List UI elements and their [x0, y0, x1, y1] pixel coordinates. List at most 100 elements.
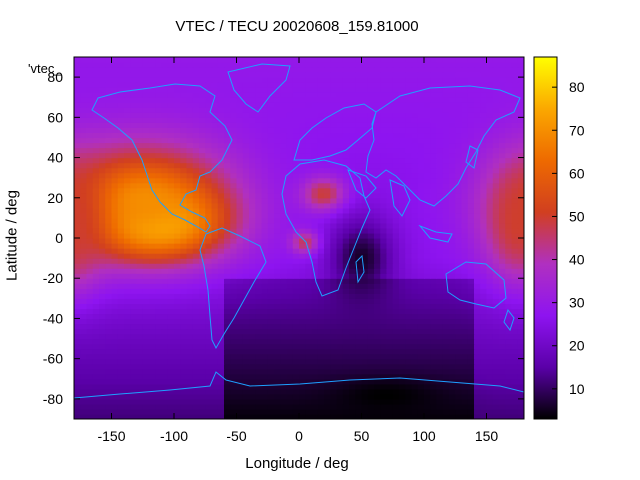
- heatmap-cell: [130, 303, 138, 309]
- heatmap-cell: [449, 288, 456, 294]
- heatmap-cell: [424, 283, 431, 289]
- heatmap-cell: [242, 348, 250, 355]
- heatmap-cell: [230, 197, 238, 204]
- heatmap-cell: [174, 273, 181, 279]
- heatmap-cell: [255, 182, 263, 189]
- heatmap-cell: [167, 97, 175, 103]
- heatmap-cell: [130, 378, 138, 385]
- heatmap-cell: [280, 253, 288, 259]
- heatmap-cell: [411, 157, 419, 164]
- heatmap-cell: [361, 192, 369, 199]
- heatmap-cell: [249, 82, 256, 88]
- heatmap-cell: [136, 288, 144, 294]
- heatmap-cell: [492, 222, 500, 229]
- heatmap-cell: [242, 72, 250, 78]
- heatmap-cell: [74, 72, 81, 78]
- heatmap-cell: [274, 122, 281, 128]
- heatmap-cell: [155, 232, 163, 239]
- heatmap-cell: [399, 97, 406, 103]
- heatmap-cell: [130, 343, 138, 350]
- heatmap-cell: [149, 323, 156, 330]
- heatmap-cell: [511, 227, 519, 234]
- heatmap-cell: [74, 253, 81, 259]
- heatmap-cell: [211, 313, 219, 320]
- heatmap-cell: [417, 403, 425, 410]
- heatmap-cell: [411, 217, 419, 224]
- heatmap-cell: [86, 217, 94, 224]
- heatmap-cell: [111, 72, 119, 78]
- heatmap-cell: [486, 187, 494, 194]
- heatmap-cell: [517, 217, 524, 224]
- heatmap-cell: [449, 202, 456, 209]
- heatmap-cell: [367, 248, 375, 254]
- heatmap-cell: [436, 393, 444, 400]
- heatmap-cell: [392, 217, 400, 224]
- heatmap-cell: [167, 408, 175, 415]
- heatmap-cell: [217, 112, 225, 118]
- heatmap-cell: [330, 147, 338, 154]
- heatmap-cell: [192, 313, 200, 320]
- heatmap-cell: [286, 112, 294, 118]
- heatmap-cell: [474, 393, 481, 400]
- heatmap-cell: [349, 343, 356, 350]
- heatmap-cell: [117, 212, 125, 219]
- heatmap-cell: [449, 172, 456, 179]
- heatmap-cell: [142, 293, 150, 299]
- heatmap-cell: [436, 253, 444, 259]
- heatmap-cell: [236, 217, 244, 224]
- heatmap-cell: [199, 328, 206, 335]
- heatmap-cell: [380, 152, 388, 159]
- heatmap-cell: [286, 107, 294, 113]
- heatmap-cell: [249, 248, 256, 254]
- heatmap-cell: [349, 323, 356, 330]
- heatmap-cell: [161, 338, 169, 345]
- heatmap-cell: [136, 192, 144, 199]
- heatmap-cell: [486, 192, 494, 199]
- heatmap-cell: [99, 182, 106, 189]
- heatmap-cell: [174, 157, 181, 164]
- heatmap-cell: [111, 398, 119, 405]
- heatmap-cell: [392, 187, 400, 194]
- heatmap-cell: [280, 97, 288, 103]
- heatmap-cell: [249, 333, 256, 340]
- heatmap-cell: [461, 278, 469, 284]
- heatmap-cell: [280, 268, 288, 274]
- heatmap-cell: [442, 172, 450, 179]
- heatmap-cell: [330, 368, 338, 375]
- heatmap-cell: [455, 157, 463, 164]
- heatmap-cell: [386, 212, 394, 219]
- heatmap-cell: [280, 77, 288, 83]
- heatmap-cell: [242, 152, 250, 159]
- heatmap-cell: [417, 388, 425, 395]
- heatmap-cell: [499, 182, 506, 189]
- heatmap-cell: [449, 227, 456, 234]
- heatmap-cell: [399, 368, 406, 375]
- heatmap-cell: [511, 82, 519, 88]
- heatmap-cell: [255, 112, 263, 118]
- heatmap-cell: [386, 192, 394, 199]
- heatmap-cell: [149, 238, 156, 244]
- heatmap-cell: [330, 278, 338, 284]
- heatmap-cell: [342, 117, 350, 123]
- heatmap-cell: [474, 243, 481, 249]
- heatmap-cell: [224, 358, 231, 365]
- heatmap-cell: [192, 363, 200, 370]
- heatmap-cell: [80, 122, 88, 128]
- heatmap-cell: [286, 222, 294, 229]
- heatmap-cell: [386, 288, 394, 294]
- heatmap-cell: [142, 348, 150, 355]
- heatmap-cell: [361, 263, 369, 269]
- heatmap-cell: [480, 338, 488, 345]
- heatmap-cell: [174, 413, 181, 419]
- heatmap-cell: [186, 368, 194, 375]
- heatmap-cell: [111, 408, 119, 415]
- heatmap-cell: [461, 117, 469, 123]
- heatmap-cell: [336, 82, 344, 88]
- heatmap-cell: [180, 393, 188, 400]
- heatmap-cell: [424, 313, 431, 320]
- heatmap-cell: [467, 82, 475, 88]
- heatmap-cell: [236, 137, 244, 144]
- heatmap-cell: [236, 142, 244, 149]
- heatmap-cell: [274, 313, 281, 320]
- heatmap-cell: [480, 363, 488, 370]
